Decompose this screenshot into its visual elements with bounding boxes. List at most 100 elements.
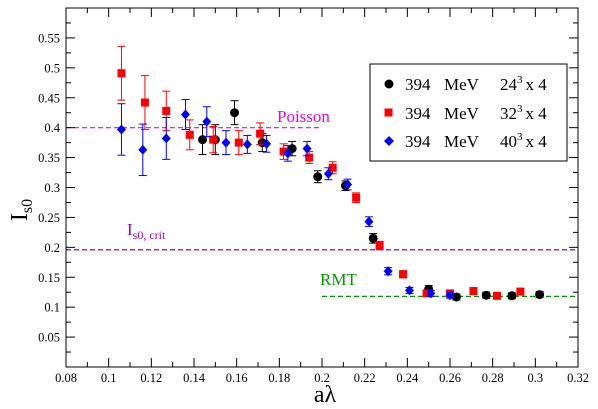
x-tick-label: 0.14 [183, 371, 206, 385]
data-point-square [469, 287, 478, 296]
y-axis-label-main: I [7, 213, 33, 221]
data-point-square [399, 270, 408, 279]
data-point-diamond [180, 109, 190, 120]
data-point-diamond [302, 143, 312, 154]
data-point-circle [230, 108, 240, 118]
data-point-diamond [202, 116, 212, 127]
x-tick-label: 0.2 [314, 371, 330, 385]
legend-lattice-exp: 3 [517, 74, 523, 86]
data-point-circle [535, 290, 545, 300]
legend-lattice-exp: 3 [517, 103, 523, 115]
data-point-diamond [242, 139, 252, 150]
legend-entry-40: 394 MeV 403 x 4 [384, 131, 547, 151]
data-point-square [162, 106, 171, 115]
data-point-circle [507, 291, 517, 301]
data-point-diamond [364, 216, 374, 227]
x-tick-label: 0.08 [55, 371, 77, 385]
plot-frame [65, 7, 579, 368]
poisson-label: Poisson [277, 107, 330, 126]
legend-lattice: 403 x 4 [500, 131, 547, 151]
y-tick-label: 0.45 [38, 91, 60, 105]
legend-lattice-exp: 3 [517, 131, 523, 143]
y-tick-label: 0.05 [38, 331, 60, 345]
y-tick-label: 0.2 [44, 241, 60, 255]
y-tick-label: 0.4 [44, 121, 60, 135]
legend-lattice: 323 x 4 [500, 103, 547, 123]
data-point-diamond [161, 133, 171, 144]
data-point-diamond [343, 179, 353, 190]
x-tick-label: 0.26 [439, 371, 461, 385]
legend-unit: MeV [444, 132, 480, 151]
x-tick-label: 0.22 [354, 371, 376, 385]
x-tick-label: 0.32 [567, 371, 589, 385]
data-point-diamond [404, 285, 414, 296]
data-point-diamond [221, 137, 231, 148]
data-point-circle [481, 290, 491, 300]
x-tick-label: 0.18 [268, 371, 290, 385]
legend-marker-square [384, 108, 393, 117]
data-point-square [375, 241, 384, 250]
critical-value-label-sub: s0, crit [133, 228, 166, 242]
x-axis-label: aλ [314, 382, 337, 408]
y-tick-label: 0.25 [38, 211, 60, 225]
data-point-square [305, 153, 314, 162]
data-point-diamond [383, 266, 393, 277]
data-point-diamond [445, 290, 455, 301]
data-point-square [352, 193, 361, 202]
data-point-square [209, 135, 218, 144]
data-point-diamond [323, 168, 333, 179]
legend-lattice-size: 40 [500, 132, 517, 151]
x-tick-label: 0.16 [226, 371, 248, 385]
legend-marker-circle [384, 79, 394, 89]
critical-value-label-main: I [127, 220, 133, 239]
data-point-diamond [116, 124, 126, 135]
legend-energy: 394 [405, 75, 431, 94]
legend-box [369, 63, 568, 162]
legend-lattice-time: x 4 [526, 75, 548, 94]
data-point-square [140, 98, 149, 107]
legend-energy: 394 [405, 132, 431, 151]
legend-marker-diamond [384, 136, 394, 146]
axis-ticks: 0.08 0.1 0.12 0.14 0.16 0.18 0.2 0.22 0.24 0.26 0.… [38, 8, 589, 385]
legend: 394 MeV 243 x 4 394 MeV 323 x 4 394 MeV 40… [369, 63, 568, 162]
y-axis-label-sub: s0 [19, 199, 36, 213]
legend-entry-32: 394 MeV 323 x 4 [384, 103, 547, 123]
x-tick-label: 0.1 [101, 371, 117, 385]
rmt-label: RMT [320, 270, 357, 289]
data-point-diamond [138, 144, 148, 155]
data-point-square [117, 69, 126, 78]
legend-unit: MeV [444, 104, 480, 123]
legend-lattice-time: x 4 [526, 104, 548, 123]
data-point-diamond [283, 148, 293, 159]
y-tick-label: 0.15 [38, 271, 60, 285]
data-point-circle [198, 135, 208, 145]
data-point-diamond [262, 138, 272, 149]
data-point-square [516, 287, 525, 296]
legend-lattice-time: x 4 [526, 132, 548, 151]
x-tick-label: 0.12 [140, 371, 162, 385]
y-tick-label: 0.5 [44, 61, 60, 75]
data-point-diamond [426, 288, 436, 299]
data-point-square [492, 291, 501, 300]
y-tick-label: 0.35 [38, 151, 60, 165]
y-tick-label: 0.3 [44, 181, 60, 195]
data-point-square [328, 163, 337, 172]
data-point-square [279, 147, 288, 156]
x-tick-label: 0.3 [528, 371, 544, 385]
legend-lattice-size: 32 [500, 104, 517, 123]
legend-lattice-size: 24 [500, 75, 518, 94]
data-point-square [185, 130, 194, 139]
legend-lattice: 243 x 4 [500, 74, 547, 94]
data-point-circle [451, 292, 461, 302]
legend-energy: 394 [405, 104, 431, 123]
critical-value-label: Is0, crit [127, 220, 166, 242]
data-points [116, 45, 545, 302]
y-tick-label: 0.55 [38, 31, 60, 45]
data-point-square [234, 138, 243, 147]
data-point-circle [368, 233, 378, 243]
y-axis-label: Is0 [7, 199, 36, 221]
x-tick-label: 0.28 [482, 371, 504, 385]
x-tick-label: 0.24 [396, 371, 419, 385]
legend-entry-24: 394 MeV 243 x 4 [384, 74, 547, 94]
